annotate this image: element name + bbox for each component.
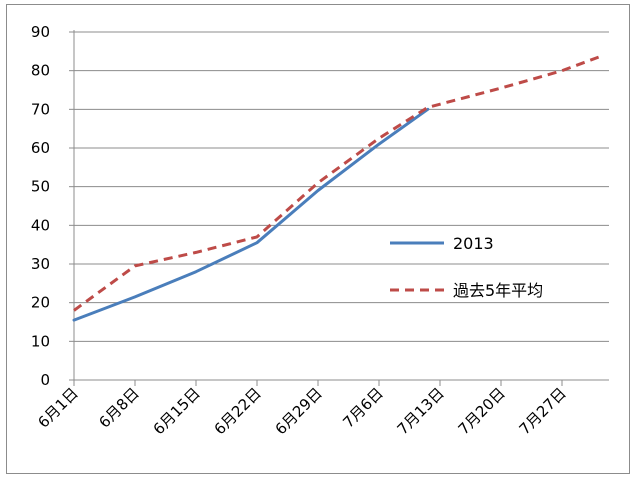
x-tick-label: 6月22日 (211, 384, 265, 438)
x-tick-label: 7月6日 (339, 384, 386, 431)
x-tick-label: 6月1日 (34, 384, 81, 431)
legend-label-average: 過去5年平均 (453, 281, 543, 300)
y-tick-label: 80 (31, 62, 50, 80)
y-tick-label: 60 (31, 139, 50, 157)
y-tick-label: 90 (31, 23, 50, 41)
x-tick-label: 6月15日 (150, 384, 204, 438)
gridlines (74, 31, 609, 342)
y-tick-label: 0 (40, 371, 50, 389)
y-tick-label: 30 (31, 255, 50, 273)
x-tick-labels: 6月1日 6月8日 6月15日 6月22日 6月29日 7月6日 7月13日 7月20日 7月2… (34, 384, 569, 438)
x-tick-label: 6月29日 (272, 384, 326, 438)
y-tick-label: 10 (31, 332, 50, 350)
x-tick-label: 7月13日 (394, 384, 448, 438)
x-tick-label: 6月8日 (95, 384, 142, 431)
y-tick-label: 50 (31, 178, 50, 196)
line-chart: 0 10 20 30 40 50 60 70 80 90 6月1日 6月8日 6月15日 6月22日 6月… (31, 23, 609, 438)
legend-label-year: 2013 (453, 234, 494, 253)
y-tick-labels: 0 10 20 30 40 50 60 70 80 90 (31, 23, 50, 389)
y-tick-label: 70 (31, 100, 50, 118)
chart-frame: 0 10 20 30 40 50 60 70 80 90 6月1日 6月8日 6月15日 6月22日 6月… (6, 4, 630, 474)
series-line-year (72, 107, 430, 322)
series-line-average (73, 55, 600, 312)
series-lines (72, 55, 600, 322)
y-tick-label: 40 (31, 216, 50, 234)
legend: 2013 過去5年平均 (390, 234, 543, 300)
y-tick-label: 20 (31, 294, 50, 312)
x-tick-label: 7月20日 (455, 384, 509, 438)
x-tick-label: 7月27日 (516, 384, 570, 438)
axes (69, 30, 609, 386)
